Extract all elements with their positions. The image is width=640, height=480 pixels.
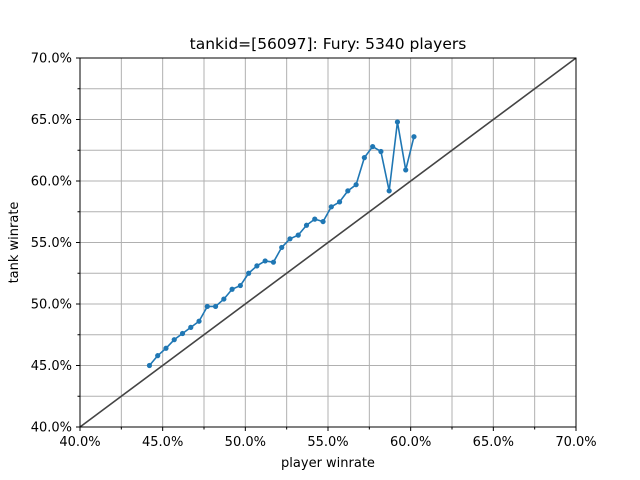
data-point bbox=[262, 258, 268, 264]
data-point bbox=[204, 303, 210, 310]
reference-diagonal-line bbox=[79, 57, 577, 428]
data-point bbox=[303, 222, 310, 228]
y-tick-label: 55.0% bbox=[31, 236, 72, 251]
data-point bbox=[171, 337, 177, 343]
data-point bbox=[287, 236, 293, 242]
data-point bbox=[295, 232, 301, 238]
data-point bbox=[328, 204, 334, 210]
data-point bbox=[237, 282, 243, 289]
data-point bbox=[163, 345, 169, 351]
x-tick-label: 60.0% bbox=[390, 435, 431, 450]
data-point bbox=[411, 134, 417, 140]
data-point bbox=[336, 199, 343, 205]
data-point bbox=[320, 218, 326, 225]
data-point bbox=[394, 119, 401, 125]
y-tick-label: 65.0% bbox=[31, 113, 72, 128]
data-point bbox=[279, 244, 285, 251]
y-tick-label: 40.0% bbox=[31, 421, 72, 436]
y-tick-label: 60.0% bbox=[31, 175, 72, 190]
data-point bbox=[254, 263, 260, 269]
y-tick-label: 50.0% bbox=[31, 298, 72, 313]
data-point bbox=[246, 270, 252, 276]
data-point bbox=[378, 148, 384, 155]
x-tick-label: 40.0% bbox=[59, 435, 100, 450]
x-tick-label: 45.0% bbox=[142, 435, 183, 450]
data-point bbox=[188, 324, 194, 330]
series-group bbox=[146, 119, 417, 369]
data-point bbox=[353, 182, 359, 188]
y-tick-label: 45.0% bbox=[31, 359, 72, 374]
data-point bbox=[221, 296, 227, 302]
x-axis-label: player winrate bbox=[281, 456, 375, 471]
x-tick-label: 70.0% bbox=[555, 435, 596, 450]
reference-line-group bbox=[79, 57, 577, 428]
data-point bbox=[179, 330, 186, 337]
x-tick-label: 50.0% bbox=[225, 435, 266, 450]
data-point bbox=[345, 188, 351, 194]
x-tick-label: 65.0% bbox=[473, 435, 514, 450]
data-point bbox=[270, 259, 277, 265]
data-point bbox=[370, 143, 376, 150]
data-point bbox=[212, 303, 219, 310]
data-point bbox=[146, 362, 153, 369]
data-point bbox=[155, 353, 161, 359]
ticks: 40.0% 45.0% 50.0% 55.0% 60.0% 65.0% 70.0% 40.0%… bbox=[31, 52, 597, 451]
data-point bbox=[403, 167, 409, 173]
data-point bbox=[361, 155, 367, 161]
y-tick-label: 70.0% bbox=[31, 52, 72, 67]
data-point bbox=[312, 216, 318, 222]
y-axis-label: tank winrate bbox=[7, 202, 22, 284]
data-point bbox=[196, 318, 202, 324]
data-point bbox=[386, 188, 392, 194]
chart-title: tankid=[56097]: Fury: 5340 players bbox=[190, 35, 467, 53]
data-point bbox=[229, 286, 235, 292]
x-tick-label: 55.0% bbox=[307, 435, 348, 450]
